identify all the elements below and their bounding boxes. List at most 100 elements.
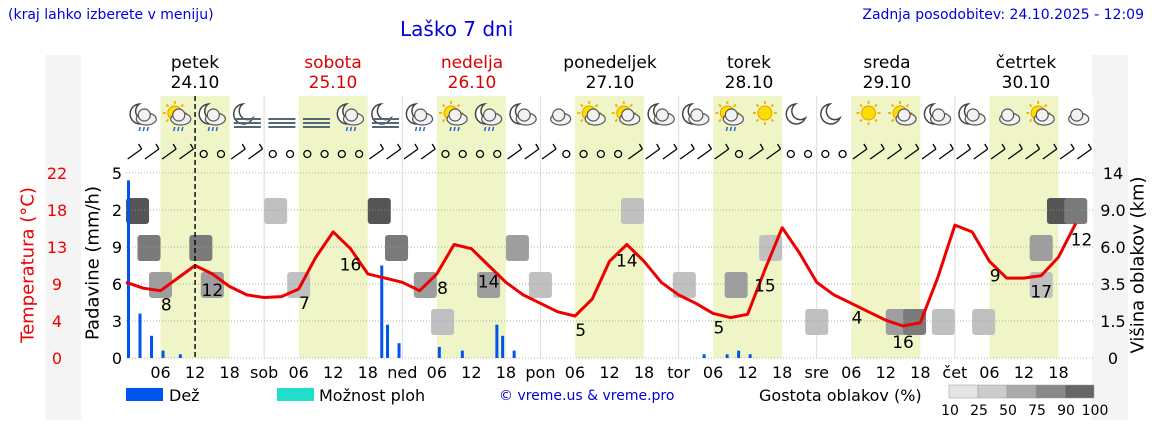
- density-swatch: [1064, 384, 1095, 399]
- temp-value-label: 14: [478, 273, 500, 293]
- precip-bar: [127, 180, 130, 358]
- cloud-tick-label: 6.0: [1100, 238, 1125, 257]
- precip-bar: [380, 265, 384, 358]
- density-level-label: 50: [999, 403, 1017, 419]
- sun-cloud-rain-icon: [162, 101, 192, 132]
- wind-barb-symbol: [766, 143, 782, 160]
- hour-tick-label: 12: [1014, 363, 1034, 382]
- temp-value-label: 8: [161, 296, 172, 316]
- wind-barb-symbol: [127, 143, 143, 160]
- cloud-cell: [149, 272, 173, 298]
- wind-barb-symbol: [645, 143, 661, 160]
- cloud-tick-label: 1.5: [1100, 312, 1125, 331]
- wind-calm-symbol: [821, 149, 830, 159]
- hour-tick-label: 06: [979, 363, 999, 382]
- wind-barb-symbol: [1042, 143, 1058, 160]
- temp-value-label: 14: [616, 251, 638, 271]
- cloud-cell: [931, 309, 955, 335]
- wind-barb-symbol: [869, 143, 885, 160]
- wind-barb-symbol: [541, 143, 557, 160]
- temp-value-label: 4: [852, 308, 863, 328]
- fog-icon: [302, 118, 330, 128]
- wind-calm-symbol: [337, 149, 346, 159]
- sun-icon: [752, 101, 777, 125]
- hour-tick-label: 18: [496, 363, 516, 382]
- hour-tick-label: ned: [387, 363, 417, 382]
- cloud-cell: [385, 235, 409, 261]
- wind-barb-symbol: [1076, 143, 1092, 160]
- moon-cloud-rain-icon: [198, 103, 226, 132]
- precip-tick-label: 5: [112, 164, 122, 183]
- temp-value-label: 15: [754, 277, 776, 297]
- day-header-3: nedelja 26.10: [403, 53, 541, 93]
- moon-cloud-icon: [509, 103, 537, 126]
- wind-barb-symbol: [697, 143, 713, 160]
- legend-rain-swatch: [126, 388, 163, 401]
- precip-bar: [437, 346, 441, 358]
- hour-tick-label: 12: [599, 363, 619, 382]
- last-updated: Zadnja posodobitev: 24.10.2025 - 12:09: [862, 7, 1144, 23]
- wind-calm-symbol: [216, 149, 226, 159]
- wind-barb-symbol: [938, 143, 954, 160]
- cloud-cell: [1064, 198, 1088, 224]
- hour-tick-label: 12: [323, 363, 343, 382]
- credit-link[interactable]: © vreme.us & vreme.pro: [499, 388, 675, 404]
- sun-cloud-drizzle-icon: [439, 101, 468, 132]
- density-level-label: 10: [941, 403, 959, 419]
- page-title: Laško 7 dni: [400, 17, 514, 41]
- moon-cloud-rain-icon: [129, 103, 157, 132]
- wind-barb-symbol: [1025, 143, 1041, 160]
- daylight-band: [298, 96, 368, 358]
- precip-bar: [178, 354, 182, 358]
- temperature-line: [125, 222, 1078, 328]
- precip-tick-label: 6: [112, 275, 122, 294]
- wind-calm-symbol: [803, 149, 813, 159]
- hour-tick-label: 12: [737, 363, 757, 382]
- cloud-cell: [264, 198, 288, 224]
- cloud-cell: [1029, 272, 1053, 298]
- wind-barb-symbol: [524, 143, 540, 160]
- daylight-band: [989, 96, 1059, 358]
- density-level-label: 100: [1082, 403, 1109, 419]
- cloud-cell: [805, 309, 829, 335]
- wind-barb-symbol: [161, 143, 177, 160]
- precip-axis-title: Padavine (mm/h): [82, 186, 104, 340]
- hour-tick-label: pon: [525, 363, 555, 382]
- wind-calm-symbol: [458, 149, 467, 159]
- moon-icon: [820, 103, 842, 125]
- moon-cloud-drizzle-icon: [405, 103, 434, 132]
- sun-cloud-icon: [611, 101, 641, 126]
- day-name: nedelja: [440, 53, 504, 73]
- wind-barb-symbol: [248, 143, 264, 160]
- wind-barb-symbol: [403, 143, 419, 160]
- precip-bar: [501, 335, 505, 358]
- precip-bar: [495, 324, 499, 358]
- hour-tick-label: sre: [805, 363, 829, 382]
- cloud-icon: [999, 108, 1021, 126]
- precip-tick-label: 3: [112, 312, 122, 331]
- precip-bar: [397, 343, 401, 358]
- cloud-tick-label: 9.0: [1100, 201, 1125, 220]
- wind-barb-symbol: [904, 143, 920, 160]
- sun-cloud-icon: [888, 101, 917, 126]
- density-swatch: [1035, 384, 1066, 399]
- wind-calm-symbol: [475, 149, 485, 159]
- wind-barb-symbol: [420, 143, 436, 160]
- precip-tick-label: 9: [112, 238, 122, 257]
- hour-tick-label: 06: [565, 363, 585, 382]
- wind-calm-symbol: [199, 149, 208, 159]
- day-header-7: četrtek 30.10: [957, 53, 1095, 93]
- sun-cloud-icon: [577, 101, 606, 126]
- legend-storm-label: Možnost ploh: [319, 386, 426, 405]
- hour-tick-label: 12: [876, 363, 896, 382]
- wind-calm-symbol: [303, 149, 312, 159]
- hour-tick-label: 06: [150, 363, 170, 382]
- day-name: četrtek: [995, 53, 1057, 73]
- day-date: 26.10: [447, 73, 497, 93]
- moon-cloud-drizzle-icon: [474, 103, 503, 132]
- day-date: 24.10: [170, 73, 220, 93]
- cloud-icon: [550, 108, 572, 126]
- cloud-cell: [1029, 235, 1053, 261]
- wind-barb-symbol: [144, 143, 160, 160]
- wind-barb-symbol: [852, 143, 868, 160]
